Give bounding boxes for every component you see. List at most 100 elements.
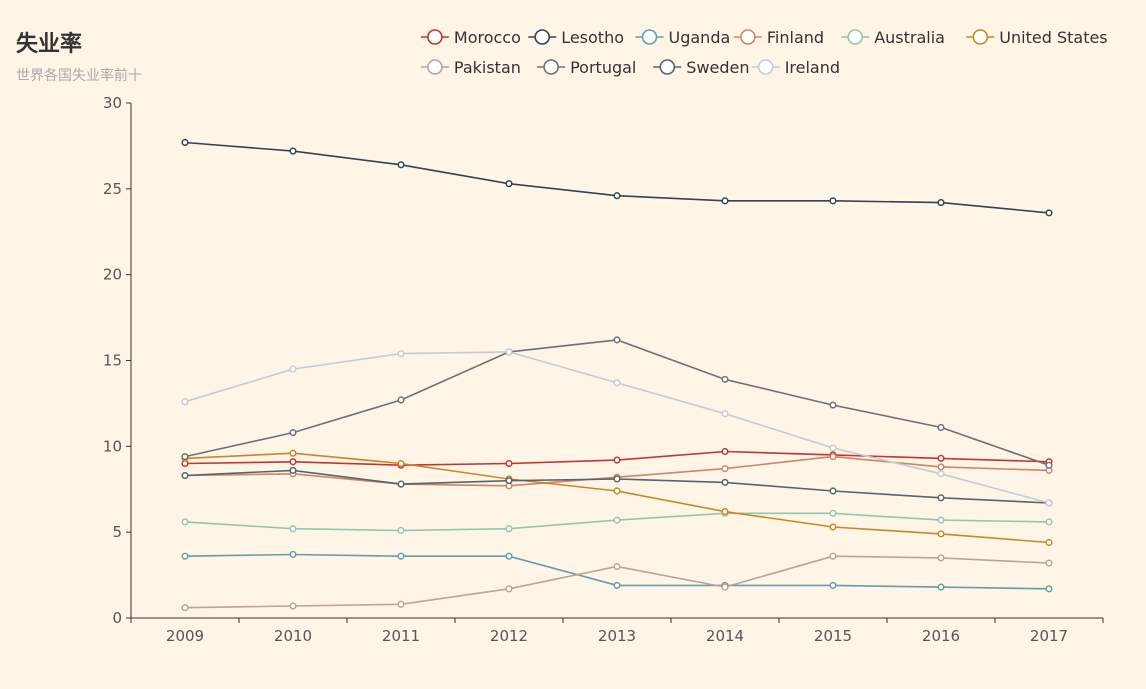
data-point[interactable] [721,508,729,516]
data-point[interactable] [613,379,621,387]
data-point[interactable] [397,552,405,560]
data-point[interactable] [721,465,729,473]
data-point[interactable] [397,480,405,488]
data-point[interactable] [721,478,729,486]
data-point[interactable] [181,552,189,560]
chart-axes: 0 5 10 15 20 25 30 2009 2010 2011 2012 2013 2014 2015… [103,94,1104,645]
data-point[interactable] [289,147,297,155]
data-point[interactable] [505,552,513,560]
series-line [184,339,1050,466]
data-point[interactable] [829,487,837,495]
data-point[interactable] [505,477,513,485]
data-point[interactable] [289,525,297,533]
y-tick-label: 20 [103,266,122,284]
data-point[interactable] [613,456,621,464]
data-point[interactable] [181,138,189,147]
legend-item-portugal[interactable]: Portugal [537,58,636,77]
x-tick-label: 2011 [382,627,420,645]
data-point[interactable] [829,509,837,517]
data-point[interactable] [613,192,621,200]
legend-item-morocco[interactable]: Morocco [420,28,521,47]
data-point[interactable] [937,494,945,502]
legend-marker-icon [427,59,443,75]
data-point[interactable] [289,466,297,474]
data-point[interactable] [937,454,945,462]
x-tick-label: 2016 [922,627,960,645]
legend-marker-icon [543,59,559,75]
data-point[interactable] [289,550,297,559]
data-point[interactable] [1045,585,1053,593]
data-point[interactable] [937,423,945,432]
legend-label: Australia [874,28,945,47]
data-point[interactable] [505,180,513,188]
data-point[interactable] [937,516,945,524]
data-point[interactable] [829,552,837,560]
data-point[interactable] [505,348,513,356]
data-point[interactable] [181,518,189,526]
legend-item-sweden[interactable]: Sweden [653,58,750,77]
data-point[interactable] [289,365,297,373]
legend-item-united-states[interactable]: United States [966,28,1108,47]
legend-item-ireland[interactable]: Ireland [751,58,840,77]
legend-item-australia[interactable]: Australia [841,28,945,47]
data-point[interactable] [829,197,837,205]
legend-label: Morocco [454,28,521,47]
data-point[interactable] [613,475,621,483]
data-point[interactable] [1045,538,1053,547]
data-point[interactable] [1045,499,1053,507]
data-point[interactable] [397,600,405,608]
legend-item-finland[interactable]: Finland [733,28,824,47]
data-point[interactable] [181,453,189,461]
data-point[interactable] [613,562,621,571]
data-point[interactable] [181,604,189,612]
data-point[interactable] [397,526,405,535]
data-point[interactable] [1045,518,1053,526]
data-point[interactable] [937,583,945,591]
legend-marker-icon [427,29,443,45]
data-point[interactable] [397,161,405,169]
data-point[interactable] [829,444,837,452]
legend-label: Ireland [785,58,840,77]
data-point[interactable] [937,463,945,471]
data-point[interactable] [829,523,837,531]
data-point[interactable] [289,602,297,610]
data-point[interactable] [613,516,621,524]
data-point[interactable] [505,585,513,593]
data-point[interactable] [829,401,837,409]
data-point[interactable] [829,453,837,461]
data-point[interactable] [613,487,621,495]
data-point[interactable] [181,398,189,406]
data-point[interactable] [505,525,513,533]
data-point[interactable] [721,447,729,456]
data-point[interactable] [289,429,297,437]
data-point[interactable] [289,449,297,457]
data-point[interactable] [397,396,405,404]
x-tick-label: 2014 [706,627,744,645]
data-point[interactable] [937,530,945,538]
legend-marker-icon [534,29,551,45]
y-tick-label: 5 [112,523,122,541]
data-point[interactable] [397,459,405,468]
data-point[interactable] [829,581,837,589]
data-point[interactable] [937,470,945,478]
data-point[interactable] [613,581,621,589]
data-point[interactable] [397,350,405,358]
data-point[interactable] [721,375,729,383]
data-point[interactable] [1045,461,1053,469]
legend-item-lesotho[interactable]: Lesotho [528,28,624,47]
data-point[interactable] [937,199,945,207]
data-point[interactable] [289,458,297,466]
y-tick-label: 30 [103,94,122,112]
data-point[interactable] [1045,559,1053,567]
data-point[interactable] [1045,209,1053,217]
x-tick-label: 2010 [274,627,312,645]
data-point[interactable] [181,471,189,480]
data-point[interactable] [613,336,621,344]
legend-item-uganda[interactable]: Uganda [635,28,731,47]
data-point[interactable] [721,410,729,418]
data-point[interactable] [721,583,729,591]
data-point[interactable] [937,554,945,562]
data-point[interactable] [721,197,729,205]
data-point[interactable] [505,459,513,468]
legend-item-pakistan[interactable]: Pakistan [420,58,521,77]
